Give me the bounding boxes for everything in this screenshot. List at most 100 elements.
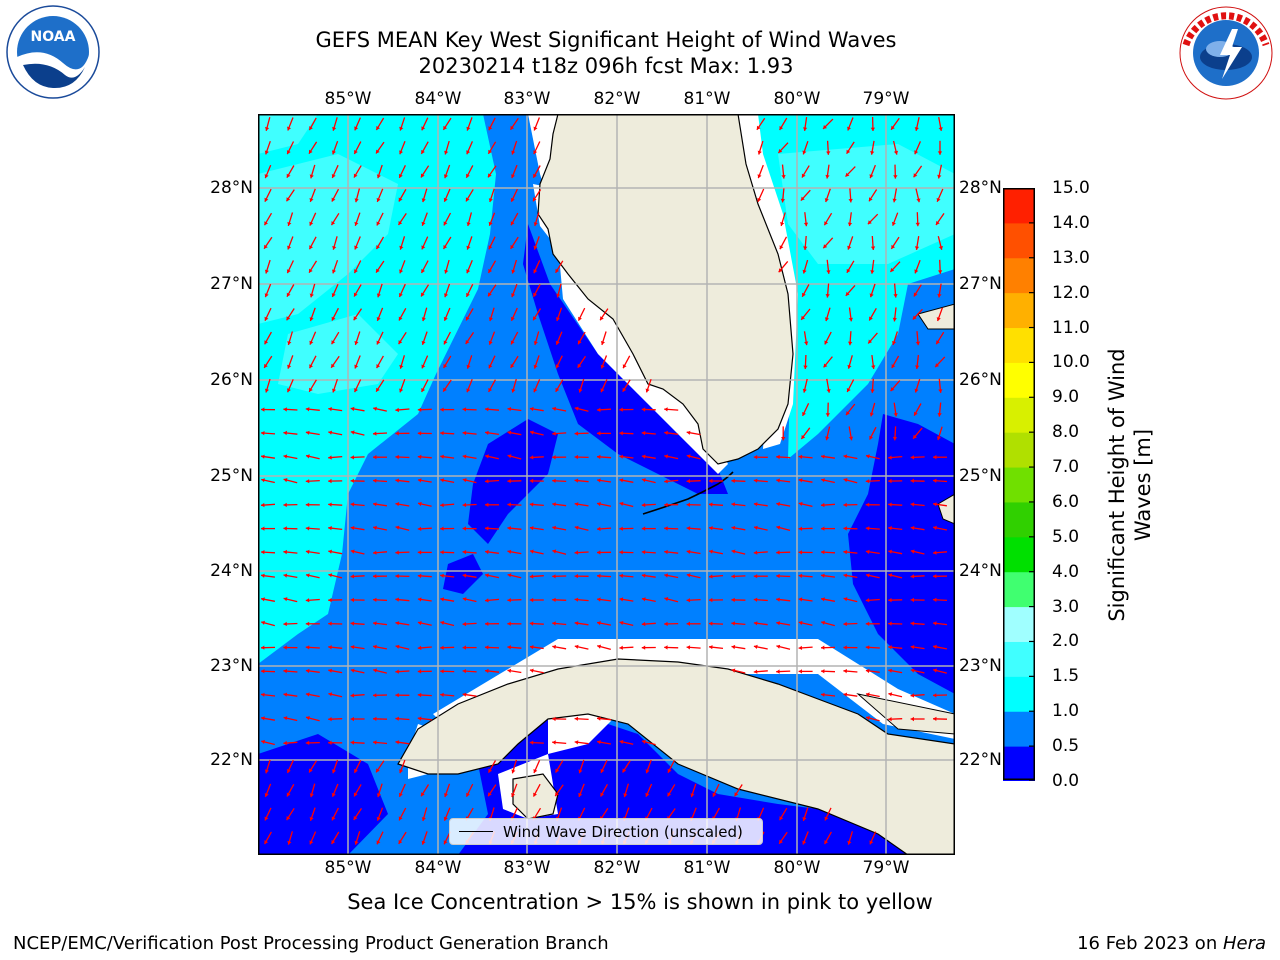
wave-direction-arrowhead <box>511 293 516 298</box>
wave-direction-arrowhead <box>305 740 310 745</box>
wave-direction-arrowhead <box>933 455 937 460</box>
wave-direction-arrowhead <box>462 478 467 483</box>
wave-direction-arrowhead <box>798 501 803 506</box>
wave-direction-arrowhead <box>555 387 560 392</box>
wave-direction-arrowhead <box>867 220 872 225</box>
wave-direction-arrowhead <box>802 817 807 821</box>
wave-direction-arrowhead <box>686 526 691 531</box>
wave-direction-arrowhead <box>802 840 807 845</box>
wave-direction-arrowhead <box>331 174 336 178</box>
wave-direction-arrowhead <box>309 245 313 250</box>
wave-direction-arrowhead <box>555 340 560 345</box>
wave-direction-arrowhead <box>440 478 445 483</box>
wave-direction-arrowhead <box>578 769 583 774</box>
wave-direction-arrowhead <box>373 502 377 507</box>
wave-direction-arrowhead <box>709 597 713 603</box>
lon-label-top: 80°W <box>773 89 821 109</box>
wave-direction-arrowhead <box>488 340 493 345</box>
wave-direction-arrowhead <box>821 669 825 674</box>
wave-direction-arrowhead <box>847 840 852 845</box>
wave-direction-arrowhead <box>529 406 534 412</box>
wave-direction-arrowhead <box>892 341 897 345</box>
wave-direction-arrowhead <box>529 455 534 460</box>
wave-direction-arrowhead <box>421 173 425 178</box>
colorbar-band <box>1003 188 1035 224</box>
wave-direction-arrowhead <box>309 768 313 773</box>
wave-direction-arrowhead <box>776 525 781 530</box>
wave-direction-arrowhead <box>462 669 467 674</box>
wave-direction-arrowhead <box>803 246 808 250</box>
wave-direction-arrowhead <box>823 363 828 368</box>
wave-direction-arrowhead <box>533 245 538 250</box>
wave-direction-arrowhead <box>798 454 803 459</box>
wave-direction-arrowhead <box>888 549 892 554</box>
wave-direction-arrowhead <box>373 693 377 698</box>
wave-direction-arrowhead <box>757 150 762 155</box>
wave-direction-arrowhead <box>686 598 691 603</box>
wave-direction-arrowhead <box>466 292 470 297</box>
colorbar-band <box>1003 257 1035 294</box>
wave-direction-arrowhead <box>686 479 691 484</box>
wave-direction-arrowhead <box>328 692 333 697</box>
wave-direction-arrowhead <box>913 434 917 439</box>
wave-direction-arrowhead <box>529 645 534 650</box>
wave-direction-arrowhead <box>574 525 579 530</box>
wave-direction-arrowhead <box>803 222 809 227</box>
legend-line-swatch <box>459 831 493 832</box>
wave-direction-arrowhead <box>444 150 449 155</box>
wave-direction-arrowhead <box>443 816 448 821</box>
wave-direction-arrowhead <box>466 126 471 131</box>
wave-direction-arrowhead <box>619 501 624 506</box>
wave-direction-arrowhead <box>915 341 921 346</box>
wave-direction-arrowhead <box>305 692 310 697</box>
wave-direction-arrowhead <box>645 769 650 774</box>
wave-direction-arrowhead <box>309 268 313 273</box>
wave-direction-arrowhead <box>350 525 355 531</box>
wave-direction-arrowhead <box>552 621 556 626</box>
wave-direction-arrowhead <box>395 644 400 649</box>
wave-direction-arrowhead <box>287 341 292 345</box>
wave-direction-arrowhead <box>915 222 920 227</box>
wave-direction-arrowhead <box>552 549 557 554</box>
wave-direction-arrowhead <box>933 550 937 555</box>
wave-direction-arrowhead <box>641 645 646 650</box>
wave-direction-arrowhead <box>354 840 359 845</box>
wind-wave-arrows <box>260 116 948 845</box>
wave-direction-arrowhead <box>417 645 422 650</box>
wave-direction-arrowhead <box>529 597 534 603</box>
wave-direction-arrowhead <box>398 316 403 321</box>
wave-direction-arrowhead <box>781 175 786 179</box>
wave-direction-arrowhead <box>888 621 892 626</box>
wave-direction-arrowhead <box>798 669 802 674</box>
wave-direction-arrowhead <box>417 621 422 626</box>
wave-direction-arrowhead <box>421 364 426 369</box>
wave-direction-arrowhead <box>287 388 291 393</box>
graticule <box>258 114 955 855</box>
wave-direction-arrowhead <box>804 341 809 346</box>
wave-direction-arrowhead <box>440 620 445 625</box>
wave-direction-arrowhead <box>619 739 624 745</box>
lat-label-left: 22°N <box>210 750 253 770</box>
wave-direction-arrowhead <box>914 127 919 131</box>
wave-direction-arrowhead <box>664 502 668 507</box>
wave-direction-arrowhead <box>510 316 515 321</box>
wave-direction-arrowhead <box>398 816 403 821</box>
colorbar-band <box>1003 606 1035 642</box>
wave-direction-arrowhead <box>778 149 783 153</box>
colorbar-tick-label: 7.0 <box>1052 457 1080 478</box>
wave-direction-arrowhead <box>533 292 537 297</box>
wave-direction-arrowhead <box>309 317 314 321</box>
wave-direction-arrowhead <box>641 407 646 412</box>
wave-direction-arrowhead <box>398 839 403 844</box>
colorbar-tick-label: 1.0 <box>1052 701 1080 722</box>
wave-direction-arrowhead <box>712 792 717 797</box>
wave-direction-arrowhead <box>709 645 713 650</box>
wave-direction-arrowhead <box>731 502 735 507</box>
wave-direction-arrowhead <box>485 549 489 555</box>
wave-direction-arrowhead <box>354 245 359 250</box>
wave-direction-arrowhead <box>824 317 829 322</box>
wave-direction-arrowhead <box>373 740 377 745</box>
wave-direction-arrowhead <box>261 550 265 555</box>
wave-direction-arrowhead <box>574 740 579 745</box>
wave-direction-arrowhead <box>395 550 399 555</box>
